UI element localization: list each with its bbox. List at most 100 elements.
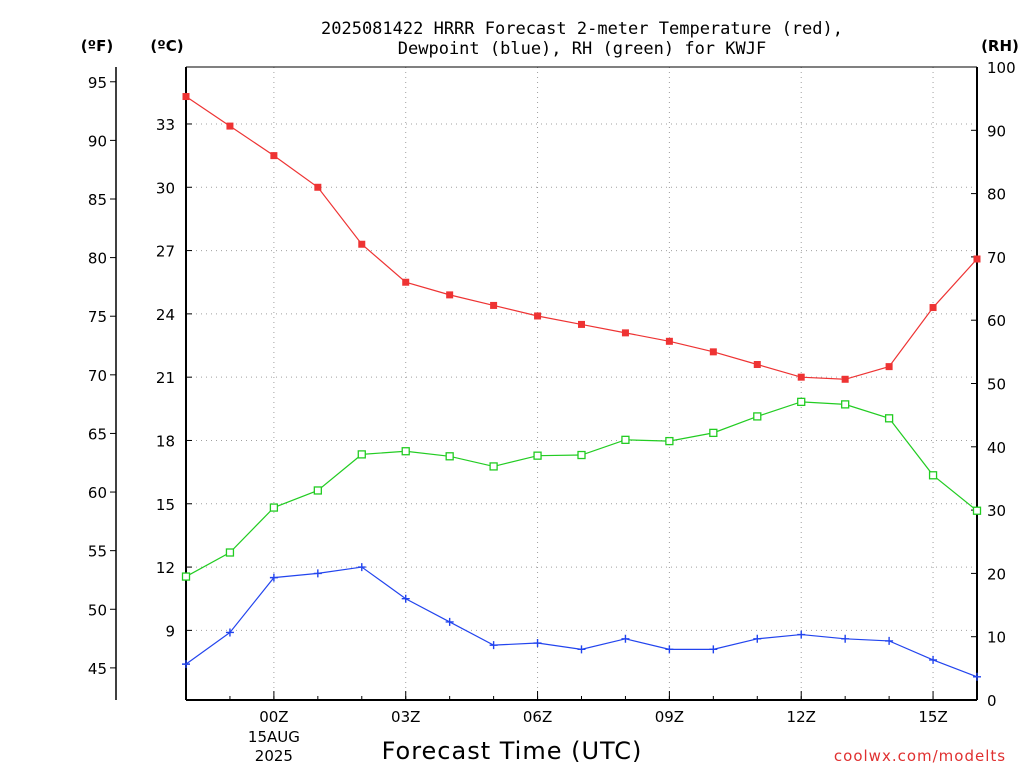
fahrenheit-tick-label: 60 (88, 484, 107, 502)
rh-point (225, 548, 235, 557)
rh-tick-label: 10 (987, 629, 1006, 647)
x-tick-label: 09Z (655, 708, 684, 726)
dewpoint-point (182, 660, 190, 669)
rh-point (884, 414, 894, 423)
rh-point (577, 450, 586, 460)
temperature-series (182, 93, 981, 383)
temperature-point (358, 240, 366, 248)
fahrenheit-axis-unit: (ºF) (81, 37, 113, 55)
temperature-point (885, 363, 893, 371)
fahrenheit-tick-label: 75 (88, 308, 107, 326)
chart-title-line1: 2025081422 HRRR Forecast 2-meter Tempera… (321, 19, 843, 39)
celsius-tick-label: 27 (156, 243, 175, 261)
axes: 45 50 55 60 65 70 75 80 85 90 95 9 12 15 18 21 24 27 30 33 0… (88, 59, 1016, 765)
rh-tick-label: 40 (987, 439, 1006, 457)
x-tick-label: 03Z (391, 708, 420, 726)
celsius-tick-label: 18 (156, 432, 175, 450)
rh-point (753, 412, 762, 421)
dewpoint-point (753, 634, 762, 643)
temperature-point (797, 373, 805, 381)
rh-point (313, 486, 322, 495)
rh-tick-label: 50 (987, 376, 1006, 394)
dewpoint-point (225, 628, 234, 637)
dewpoint-point (885, 636, 894, 645)
temperature-point (665, 337, 673, 345)
celsius-tick-label: 9 (165, 622, 175, 640)
rh-point (445, 452, 454, 461)
dewpoint-point (445, 617, 454, 626)
dewpoint-point (929, 655, 938, 664)
x-tick-label: 12Z (787, 708, 816, 726)
fahrenheit-tick-label: 45 (88, 660, 107, 678)
rh-point (401, 447, 410, 456)
rh-point (533, 451, 542, 460)
celsius-axis-unit: (ºC) (150, 37, 183, 55)
celsius-tick-label: 15 (156, 496, 175, 514)
fahrenheit-tick-label: 90 (88, 132, 107, 150)
dewpoint-point (313, 569, 322, 578)
fahrenheit-tick-label: 70 (88, 367, 107, 385)
x-tick-date: 15AUG (248, 728, 300, 746)
rh-point (797, 397, 806, 407)
temperature-point (709, 348, 717, 356)
rh-tick-label: 0 (987, 692, 997, 710)
dewpoint-point (621, 634, 630, 643)
grid-lines (186, 67, 977, 700)
fahrenheit-tick-label: 95 (88, 74, 107, 92)
dewpoint-point (709, 645, 718, 654)
rh-tick-label: 100 (987, 59, 1016, 77)
temperature-point (973, 255, 981, 263)
dewpoint-point (357, 563, 366, 572)
celsius-tick-label: 24 (156, 306, 175, 324)
rh-point (928, 471, 938, 480)
dewpoint-point (797, 630, 806, 639)
celsius-tick-label: 21 (156, 369, 175, 387)
dewpoint-point (401, 594, 410, 603)
temperature-point (226, 122, 234, 130)
temperature-point (621, 329, 629, 337)
rh-point (181, 572, 191, 581)
temperature-point (182, 93, 190, 101)
rh-tick-label: 20 (987, 565, 1006, 583)
rh-tick-label: 90 (987, 122, 1006, 140)
fahrenheit-tick-label: 80 (88, 250, 107, 268)
x-tick-label: 00Z (259, 708, 288, 726)
rh-point (357, 450, 366, 459)
dewpoint-point (577, 645, 586, 654)
rh-line (185, 401, 978, 578)
temperature-point (578, 320, 585, 328)
dewpoint-series (182, 563, 981, 681)
rh-point (972, 506, 982, 515)
chart-title-line2: Dewpoint (blue), RH (green) for KWJF (398, 39, 766, 59)
temperature-line (185, 96, 978, 380)
rh-point (665, 436, 674, 446)
celsius-tick-label: 12 (156, 559, 175, 577)
x-tick-label: 06Z (523, 708, 552, 726)
rh-tick-label: 70 (987, 249, 1006, 267)
fahrenheit-tick-label: 50 (88, 601, 107, 619)
credit-text: coolwx.com/modelts (834, 747, 1006, 765)
dewpoint-point (841, 634, 850, 643)
rh-point (489, 462, 498, 471)
temperature-point (534, 312, 542, 320)
data-series (181, 93, 982, 681)
rh-point (621, 435, 630, 444)
dewpoint-point (665, 645, 674, 654)
rh-point (841, 400, 850, 409)
temperature-point (270, 152, 278, 160)
dewpoint-point (269, 573, 278, 582)
temperature-point (314, 183, 322, 191)
x-tick-year: 2025 (255, 747, 293, 765)
rh-point (269, 503, 279, 512)
dewpoint-line (185, 566, 978, 678)
rh-tick-label: 30 (987, 502, 1006, 520)
rh-axis-unit: (RH) (981, 37, 1019, 55)
temperature-point (402, 278, 410, 286)
x-axis-label: Forecast Time (UTC) (382, 737, 643, 765)
rh-tick-label: 80 (987, 186, 1006, 204)
dewpoint-point (533, 639, 542, 648)
temperature-point (490, 301, 498, 309)
fahrenheit-tick-label: 55 (88, 543, 107, 561)
x-tick-label: 15Z (918, 708, 947, 726)
